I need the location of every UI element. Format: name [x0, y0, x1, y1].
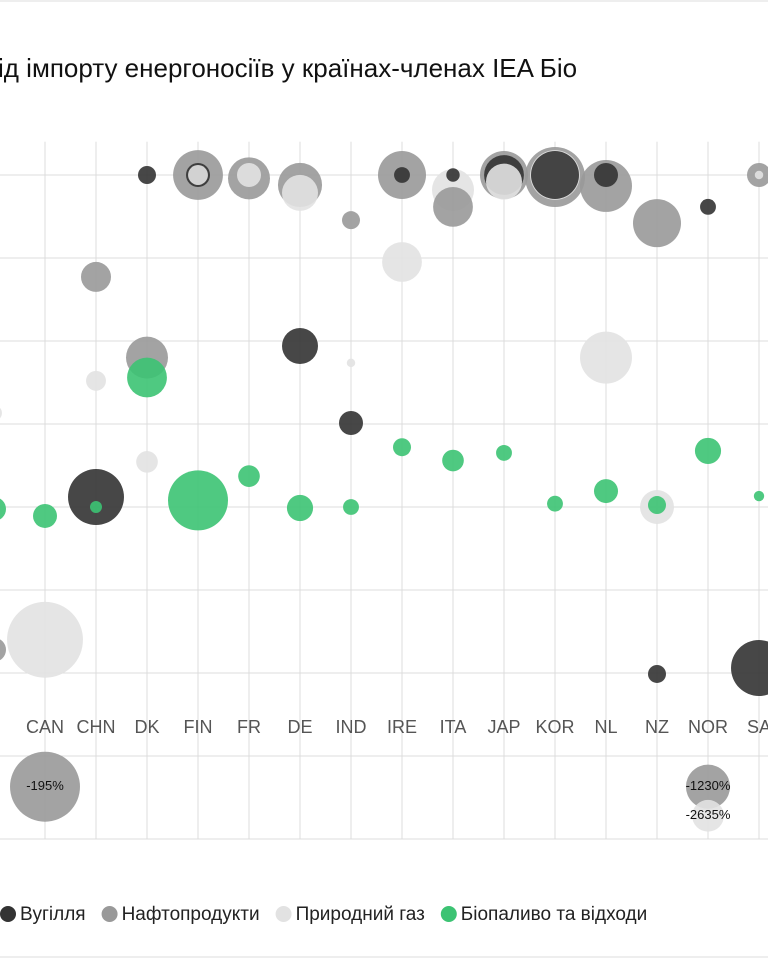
bubble [486, 163, 522, 200]
bubble [753, 490, 765, 502]
x-tick-label: DE [287, 717, 312, 737]
bubble [7, 601, 83, 678]
bubble [138, 166, 156, 184]
bubble [342, 211, 360, 230]
x-tick-label: FR [237, 717, 261, 737]
bubble [168, 470, 228, 531]
legend: Вугілля Нафтопродукти Природний газ Біопали… [0, 904, 647, 925]
bubble [282, 327, 318, 364]
bubble [188, 165, 208, 185]
bubble [394, 167, 410, 183]
x-tick-label: NL [594, 717, 617, 737]
bubble [90, 501, 102, 513]
bubble [648, 496, 666, 515]
legend-marker [101, 906, 118, 922]
bubble [446, 168, 460, 182]
bubble [127, 357, 167, 398]
x-tick-label: NZ [645, 717, 669, 737]
bubble [547, 495, 563, 512]
x-tick-label: R [0, 717, 1, 737]
bubble [442, 449, 464, 472]
x-tick-label: IRE [387, 717, 417, 737]
bubble [731, 640, 768, 696]
bubble [136, 451, 158, 473]
bubble [685, 764, 731, 809]
bubble [0, 639, 6, 661]
bubble [346, 358, 356, 368]
bubble [238, 465, 260, 487]
bubble [692, 799, 724, 832]
bubble [10, 751, 80, 822]
legend-label: Біопаливо та відходи [461, 904, 647, 925]
x-tick-label: CHN [77, 717, 116, 737]
bubble [580, 331, 632, 384]
bubble [0, 498, 6, 520]
bubble [531, 151, 579, 199]
x-tick-label: CAN [26, 717, 64, 737]
data-label: -1230% [686, 778, 731, 793]
x-tick-label: ITA [440, 717, 467, 737]
bubble [33, 503, 57, 528]
legend-marker [440, 906, 457, 922]
bubbles [0, 146, 768, 832]
bubble [594, 163, 618, 187]
bubble [86, 370, 106, 391]
bubble [382, 242, 422, 282]
bubble [282, 174, 318, 211]
bubble [496, 444, 512, 461]
x-tick-label: KOR [535, 717, 574, 737]
bubble [339, 411, 363, 436]
bubble [754, 170, 764, 180]
bubble [700, 198, 716, 215]
bubble [68, 469, 124, 526]
bubble [237, 163, 261, 187]
bubble [633, 199, 681, 248]
bubble [343, 499, 359, 515]
bubble [694, 437, 722, 464]
bubble [286, 494, 314, 522]
bubble [648, 664, 666, 683]
bubble [0, 407, 2, 419]
legend-label: Природний газ [296, 904, 425, 925]
data-label: -2635% [686, 807, 731, 822]
x-tick-label: NOR [688, 717, 728, 737]
bubble [81, 261, 111, 292]
legend-marker [0, 906, 16, 922]
legend-marker [275, 906, 292, 922]
chart-title: ід імпорту енергоносіїв у країнах-членах… [0, 53, 577, 83]
labels: R CAN CHN DK FIN FR DE IND IRE ITA JAP KOR NL NZ NOR SA… [0, 717, 768, 822]
legend-label: Вугілля [20, 904, 86, 925]
data-label: -195% [26, 778, 64, 793]
x-tick-label: SA [747, 717, 768, 737]
legend-label: Нафтопродукти [122, 904, 260, 925]
bubble [594, 479, 618, 504]
bubble [433, 186, 473, 227]
x-tick-label: JAP [487, 717, 520, 737]
bubble [393, 438, 411, 457]
x-tick-label: FIN [184, 717, 213, 737]
x-tick-label: IND [336, 717, 367, 737]
x-tick-label: DK [134, 717, 159, 737]
